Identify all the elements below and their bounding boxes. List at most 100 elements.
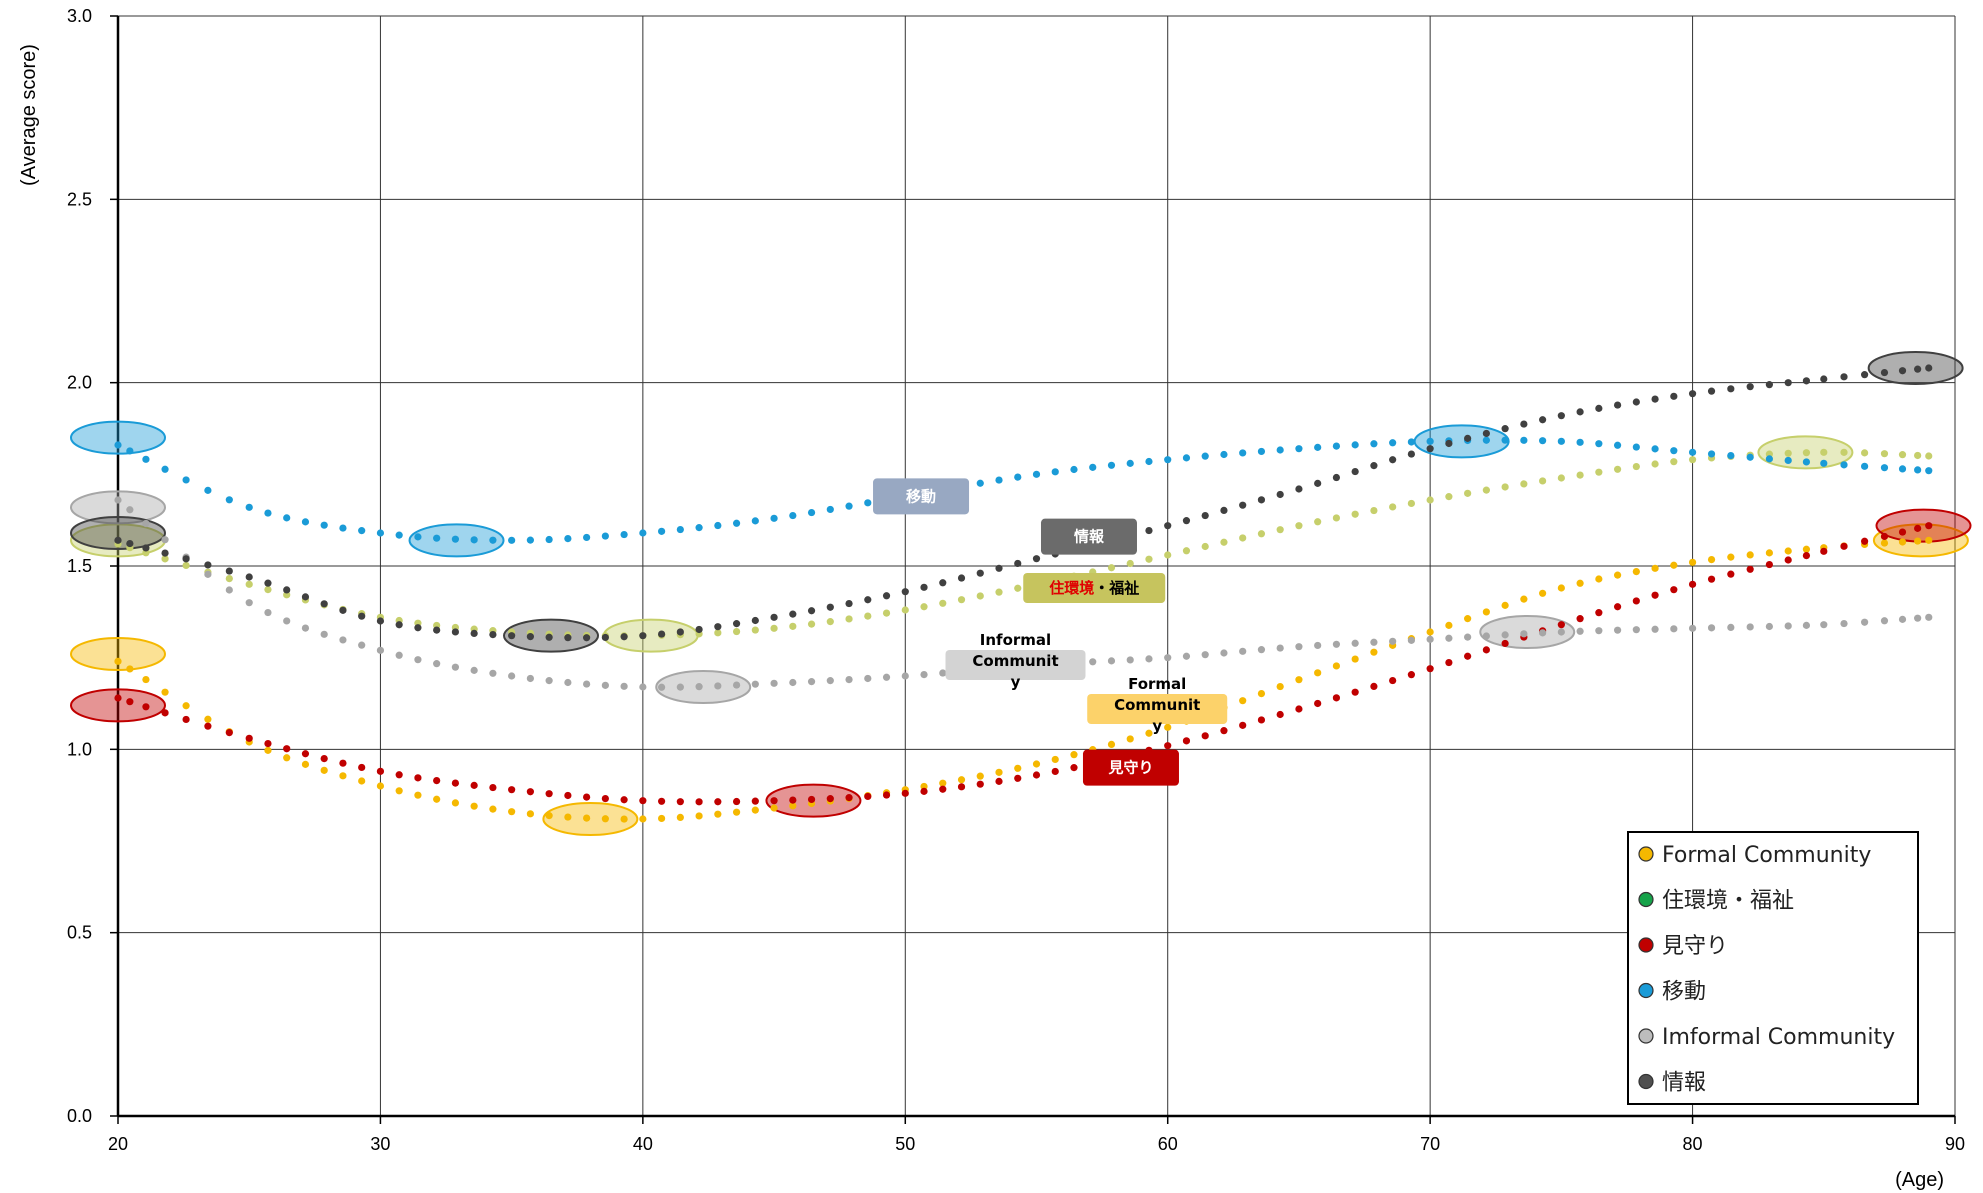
data-point-housing xyxy=(1880,450,1889,458)
data-point-informal xyxy=(204,570,212,578)
data-point-watching xyxy=(920,787,928,795)
data-point-info xyxy=(920,583,928,591)
data-point-info xyxy=(1032,555,1041,563)
data-point-formal xyxy=(1727,553,1735,561)
data-point-informal xyxy=(583,680,591,688)
data-point-informal xyxy=(1861,618,1869,626)
data-point-watching xyxy=(1201,732,1209,740)
data-point-informal xyxy=(358,641,366,649)
data-point-mobility xyxy=(1482,436,1490,444)
data-point-housing xyxy=(161,555,169,563)
data-point-housing xyxy=(789,622,797,630)
data-point-formal xyxy=(204,715,212,723)
data-point-housing xyxy=(957,596,966,604)
data-point-watching xyxy=(1239,721,1247,729)
data-point-formal xyxy=(1670,561,1678,569)
x-tick-label: 90 xyxy=(1945,1134,1965,1154)
data-point-info xyxy=(1389,456,1397,464)
data-point-info xyxy=(395,621,403,629)
data-point-formal xyxy=(1257,690,1266,698)
data-point-mobility xyxy=(526,536,534,544)
legend-label: 移動 xyxy=(1662,980,1706,1005)
data-point-housing xyxy=(1651,460,1659,468)
data-point-info xyxy=(1164,522,1172,530)
data-point-formal xyxy=(1332,662,1341,670)
data-point-mobility xyxy=(620,530,628,539)
data-point-info xyxy=(1820,375,1828,383)
data-point-mobility xyxy=(114,441,122,449)
data-point-info xyxy=(376,617,385,625)
x-tick-label: 50 xyxy=(895,1134,915,1154)
data-point-watching xyxy=(245,734,253,742)
data-point-informal xyxy=(939,669,947,677)
data-point-mobility xyxy=(1914,466,1922,474)
data-point-watching xyxy=(1861,537,1869,545)
x-tick-label: 70 xyxy=(1420,1134,1440,1154)
data-point-informal xyxy=(620,682,628,690)
data-point-info xyxy=(339,606,347,614)
data-point-informal xyxy=(676,683,684,691)
data-point-watching xyxy=(264,739,272,748)
data-point-mobility xyxy=(1595,440,1603,448)
data-point-informal xyxy=(882,673,891,681)
data-point-info xyxy=(732,620,741,628)
legend-label: 情報 xyxy=(1662,1071,1706,1096)
series-label-5: 見守り xyxy=(1082,749,1179,786)
data-point-info xyxy=(1220,506,1228,515)
data-point-informal xyxy=(1332,640,1341,648)
data-point-formal xyxy=(283,754,291,762)
data-point-mobility xyxy=(1880,464,1889,472)
data-point-watching xyxy=(1688,580,1697,588)
y-tick-label: 1.5 xyxy=(67,556,92,576)
data-point-informal xyxy=(1840,619,1848,628)
data-point-watching xyxy=(1925,522,1933,530)
series-info-highlights xyxy=(70,351,1964,653)
data-point-watching xyxy=(526,788,534,796)
data-point-mobility xyxy=(1557,437,1565,445)
data-point-informal xyxy=(1802,621,1811,629)
data-point-informal xyxy=(1880,617,1889,625)
data-point-mobility xyxy=(1126,459,1134,467)
data-point-informal xyxy=(1145,655,1153,663)
data-point-info xyxy=(601,633,609,642)
series-label-text: 住環境・福祉 xyxy=(1049,579,1139,597)
x-axis-title: (Age) xyxy=(1895,1169,1944,1191)
legend-marker xyxy=(1638,982,1654,999)
data-point-housing xyxy=(1688,456,1697,464)
data-point-info xyxy=(1613,401,1622,409)
data-point-housing xyxy=(995,588,1003,596)
data-point-watching xyxy=(1898,528,1907,536)
data-point-info xyxy=(995,564,1003,572)
series-label-box xyxy=(1087,694,1228,724)
data-point-formal xyxy=(1370,648,1378,656)
data-point-mobility xyxy=(545,535,553,544)
data-point-informal xyxy=(601,681,609,689)
data-point-mobility xyxy=(1651,445,1659,453)
data-point-info xyxy=(320,600,328,608)
data-point-formal xyxy=(1746,551,1754,559)
data-point-housing xyxy=(1670,458,1678,466)
data-point-watching xyxy=(620,796,628,804)
data-point-watching xyxy=(1482,646,1490,654)
series-label-2: 住環境・福祉 xyxy=(1023,573,1166,603)
data-point-informal xyxy=(1539,629,1547,637)
x-tick-label: 20 xyxy=(108,1134,128,1154)
data-point-informal xyxy=(1613,626,1622,634)
data-point-formal xyxy=(751,806,759,814)
data-point-watching xyxy=(114,694,122,702)
data-point-housing xyxy=(1520,480,1528,488)
data-point-mobility xyxy=(1925,467,1933,475)
data-point-info xyxy=(639,632,647,640)
data-point-mobility xyxy=(1051,468,1059,476)
data-point-info xyxy=(826,603,834,611)
data-point-info xyxy=(1370,462,1378,470)
data-point-watching xyxy=(1182,737,1191,745)
data-point-info xyxy=(1557,412,1565,420)
data-point-housing xyxy=(1276,526,1284,534)
data-point-info xyxy=(301,593,310,601)
data-point-mobility xyxy=(142,455,150,463)
data-point-mobility xyxy=(376,529,385,537)
data-point-housing xyxy=(1576,471,1584,479)
data-point-informal xyxy=(339,636,347,644)
